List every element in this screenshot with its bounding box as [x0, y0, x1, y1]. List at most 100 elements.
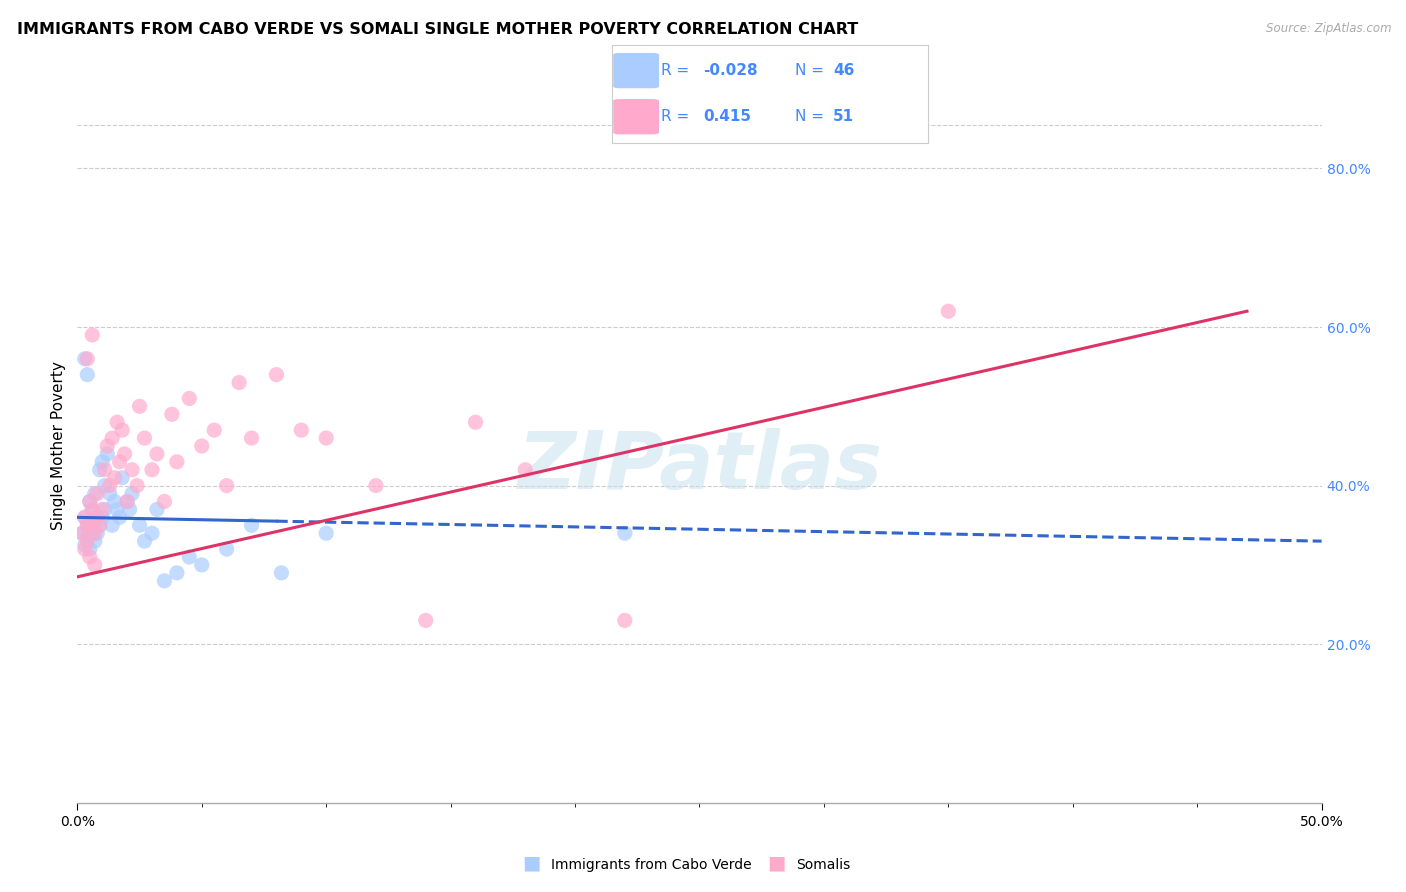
- Point: [101, 518, 124, 533]
- Text: 46: 46: [832, 63, 855, 78]
- Point: [86, 526, 108, 541]
- Point: [938, 304, 960, 318]
- Point: [96, 447, 118, 461]
- Point: [315, 526, 337, 541]
- Point: [464, 415, 486, 429]
- Point: [121, 486, 143, 500]
- Point: [73, 510, 96, 524]
- Point: [108, 455, 131, 469]
- Point: [76, 534, 98, 549]
- Point: [240, 431, 263, 445]
- FancyBboxPatch shape: [613, 53, 659, 88]
- Point: [73, 538, 96, 552]
- Point: [134, 431, 156, 445]
- Point: [128, 518, 150, 533]
- Text: ■: ■: [522, 854, 541, 872]
- Point: [134, 534, 156, 549]
- Point: [115, 494, 138, 508]
- Text: IMMIGRANTS FROM CABO VERDE VS SOMALI SINGLE MOTHER POVERTY CORRELATION CHART: IMMIGRANTS FROM CABO VERDE VS SOMALI SIN…: [17, 22, 858, 37]
- Y-axis label: Single Mother Poverty: Single Mother Poverty: [51, 361, 66, 531]
- Point: [111, 471, 134, 485]
- Point: [93, 502, 115, 516]
- Point: [128, 400, 150, 414]
- Point: [83, 514, 105, 528]
- Point: [202, 423, 225, 437]
- Point: [83, 486, 105, 500]
- Point: [76, 351, 98, 366]
- Point: [228, 376, 250, 390]
- Point: [179, 549, 201, 564]
- Point: [141, 526, 163, 541]
- Point: [166, 566, 188, 580]
- Point: [315, 431, 337, 445]
- Point: [101, 431, 124, 445]
- Text: -0.028: -0.028: [703, 63, 758, 78]
- Point: [108, 510, 131, 524]
- Point: [89, 463, 111, 477]
- Point: [215, 478, 238, 492]
- Point: [82, 518, 104, 533]
- Point: [121, 463, 143, 477]
- Point: [86, 486, 108, 500]
- Point: [515, 463, 537, 477]
- Text: 51: 51: [832, 109, 855, 124]
- Point: [86, 510, 108, 524]
- Point: [91, 510, 114, 524]
- Point: [73, 351, 96, 366]
- Point: [613, 614, 636, 628]
- Text: 0.415: 0.415: [703, 109, 751, 124]
- Point: [93, 478, 115, 492]
- Point: [114, 447, 136, 461]
- Point: [96, 439, 118, 453]
- Point: [160, 407, 183, 421]
- Point: [191, 558, 214, 572]
- Point: [166, 455, 188, 469]
- Point: [76, 518, 98, 533]
- Point: [125, 478, 148, 492]
- Point: [82, 502, 104, 516]
- Point: [93, 463, 115, 477]
- Point: [86, 510, 108, 524]
- Text: Source: ZipAtlas.com: Source: ZipAtlas.com: [1267, 22, 1392, 36]
- Point: [118, 502, 141, 516]
- Point: [105, 502, 128, 516]
- Point: [105, 415, 128, 429]
- Point: [72, 526, 94, 541]
- Point: [215, 542, 238, 557]
- Point: [153, 574, 176, 588]
- Point: [153, 494, 176, 508]
- Point: [73, 542, 96, 557]
- Point: [83, 526, 105, 541]
- Point: [89, 518, 111, 533]
- Point: [73, 510, 96, 524]
- Point: [98, 486, 121, 500]
- Point: [79, 494, 101, 508]
- Text: N =: N =: [796, 109, 824, 124]
- Point: [104, 471, 127, 485]
- Point: [146, 447, 169, 461]
- Point: [79, 494, 101, 508]
- Point: [79, 542, 101, 557]
- Point: [266, 368, 288, 382]
- Text: R =: R =: [661, 109, 689, 124]
- Point: [104, 494, 127, 508]
- Point: [191, 439, 214, 453]
- Point: [76, 518, 98, 533]
- Text: N =: N =: [796, 63, 824, 78]
- Point: [82, 502, 104, 516]
- Point: [83, 558, 105, 572]
- Point: [415, 614, 437, 628]
- Point: [179, 392, 201, 406]
- Point: [76, 368, 98, 382]
- Point: [79, 549, 101, 564]
- Point: [111, 423, 134, 437]
- Point: [290, 423, 312, 437]
- Point: [82, 328, 104, 343]
- Text: ■: ■: [766, 854, 786, 872]
- Point: [76, 530, 98, 544]
- Point: [83, 534, 105, 549]
- Point: [89, 518, 111, 533]
- Point: [364, 478, 387, 492]
- Point: [270, 566, 292, 580]
- Point: [91, 455, 114, 469]
